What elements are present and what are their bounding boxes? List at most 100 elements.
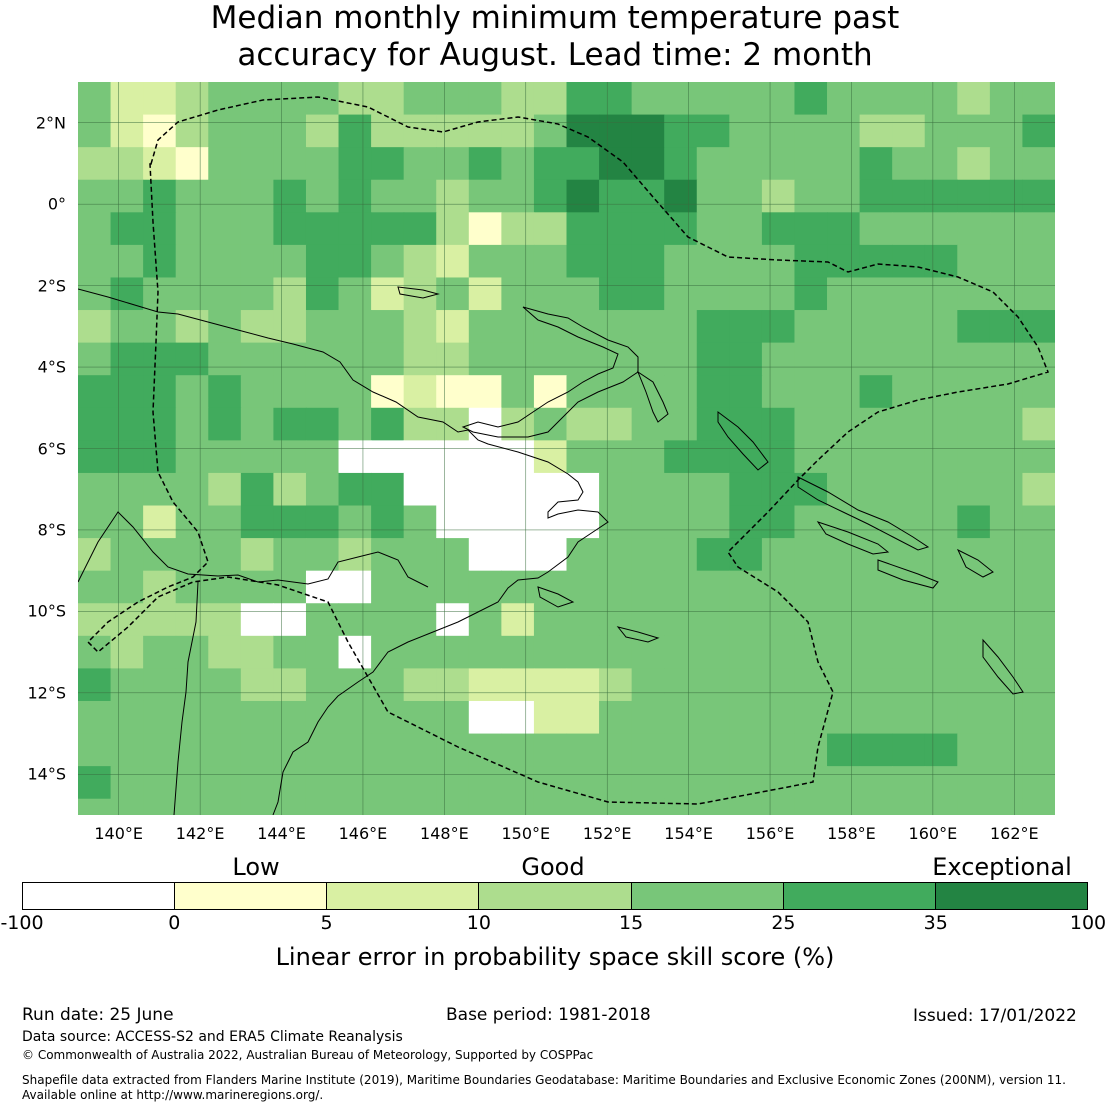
colorbar-segment: [631, 883, 784, 909]
grid-cell: [403, 440, 437, 474]
grid-cell: [664, 766, 698, 800]
grid-cell: [175, 733, 209, 767]
grid-cell: [78, 407, 112, 441]
grid-cell: [664, 472, 698, 507]
grid-cell: [143, 472, 177, 507]
grid-cell: [1022, 212, 1055, 246]
grid-cell: [468, 375, 502, 409]
title-line-1: Median monthly minimum temperature past: [210, 0, 900, 36]
grid-cell: [827, 82, 861, 116]
grid-cell: [924, 375, 958, 409]
grid-cell: [143, 82, 177, 116]
colorbar: [22, 882, 1088, 910]
grid-cell: [533, 407, 568, 441]
grid-cell: [110, 244, 144, 279]
grid-cell: [924, 440, 958, 474]
grid-cell: [729, 277, 763, 311]
grid-cell: [240, 407, 274, 441]
grid-cell: [143, 277, 177, 311]
grid-cell: [761, 472, 796, 507]
grid-cell: [533, 114, 568, 148]
grid-cell: [501, 700, 535, 735]
grid-cell: [957, 212, 991, 246]
grid-cell: [403, 212, 437, 246]
grid-cell: [533, 277, 568, 311]
grid-cell: [794, 375, 828, 409]
grid-cell: [338, 147, 372, 181]
grid-cell: [436, 179, 470, 213]
grid-cell: [143, 179, 177, 213]
grid-cell: [403, 114, 437, 148]
grid-cell: [599, 505, 633, 539]
grid-cell: [664, 147, 698, 181]
grid-cell: [664, 603, 698, 637]
colorbar-tick-label: -100: [0, 912, 44, 934]
grid-cell: [143, 733, 177, 767]
grid-cell: [892, 603, 926, 637]
grid-cell: [761, 603, 796, 637]
grid-cell: [110, 82, 144, 116]
grid-cell: [957, 277, 991, 311]
grid-cell: [175, 82, 209, 116]
grid-cell: [468, 538, 502, 572]
grid-cell: [827, 114, 861, 148]
grid-cell: [208, 212, 242, 246]
grid-cell: [761, 244, 796, 279]
grid-cell: [338, 375, 372, 409]
grid-cell: [957, 635, 991, 669]
grid-cell: [403, 310, 437, 344]
grid-cell: [761, 505, 796, 539]
grid-cell: [729, 798, 763, 815]
grid-cell: [696, 342, 730, 376]
grid-cell: [664, 733, 698, 767]
grid-cell: [371, 538, 405, 572]
grid-cell: [761, 147, 796, 181]
grid-cell: [208, 375, 242, 409]
grid-cell: [175, 310, 209, 344]
grid-cell: [664, 277, 698, 311]
grid-cell: [305, 179, 340, 213]
grid-cell: [761, 668, 796, 702]
grid-cell: [436, 798, 470, 815]
grid-cell: [143, 375, 177, 409]
grid-cell: [892, 82, 926, 116]
grid-cell: [664, 407, 698, 441]
y-tick-label: 6°S: [37, 439, 66, 458]
grid-cell: [533, 603, 568, 637]
grid-cell: [175, 440, 209, 474]
x-tick-label: 152°E: [582, 824, 632, 843]
grid-cell: [468, 700, 502, 735]
grid-cell: [664, 668, 698, 702]
grid-cell: [729, 668, 763, 702]
grid-cell: [1022, 635, 1055, 669]
grid-cell: [338, 407, 372, 441]
grid-cell: [208, 668, 242, 702]
grid-cell: [924, 538, 958, 572]
grid-cell: [110, 375, 144, 409]
solomon-islands-2: [816, 521, 890, 555]
grid-cell: [696, 179, 730, 213]
grid-cell: [957, 179, 991, 213]
grid-cell: [468, 82, 502, 116]
grid-cell: [273, 733, 307, 767]
grid-cell: [468, 472, 502, 507]
louisiade: [616, 626, 660, 643]
grid-cell: [957, 244, 991, 279]
grid-cell: [664, 82, 698, 116]
grid-cell: [631, 440, 665, 474]
grid-cell: [338, 212, 372, 246]
grid-cell: [143, 668, 177, 702]
grid-cell: [175, 147, 209, 181]
title-line-2: accuracy for August. Lead time: 2 month: [237, 37, 873, 73]
grid-cell: [1022, 407, 1055, 441]
grid-cell: [827, 277, 861, 311]
grid-cell: [273, 505, 307, 539]
grid-cell: [566, 538, 600, 572]
grid-cell: [827, 212, 861, 246]
grid-cell: [696, 668, 730, 702]
grid-cell: [240, 147, 274, 181]
grid-cell: [533, 635, 568, 669]
grid-cell: [566, 440, 600, 474]
colorbar-tick-label: 35: [923, 912, 948, 934]
grid-cell: [957, 82, 991, 116]
